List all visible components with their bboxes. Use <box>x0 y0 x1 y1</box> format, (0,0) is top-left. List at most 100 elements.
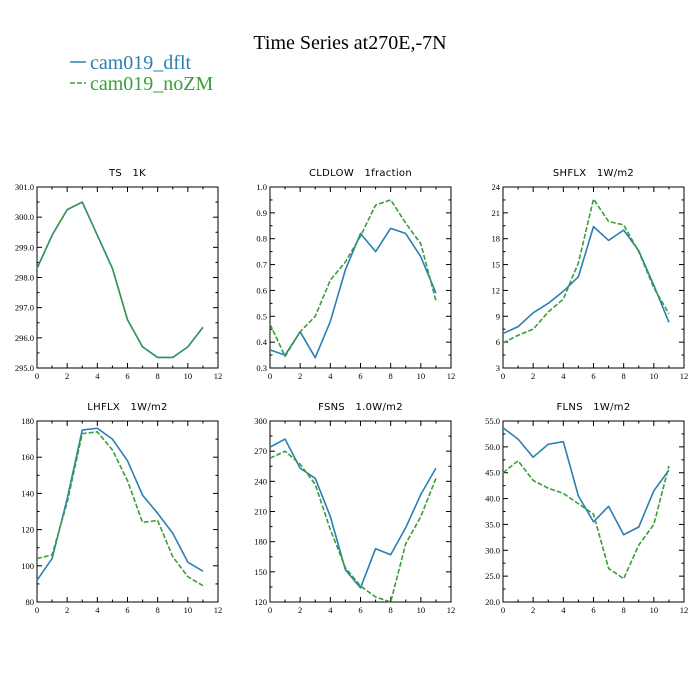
y-tick-label: 0.5 <box>256 311 267 321</box>
y-tick-label: 300 <box>254 416 267 426</box>
series-line-lhflx-cam019_noZM <box>36 431 204 587</box>
x-tick-label: 8 <box>156 371 160 381</box>
y-tick-label: 9 <box>496 311 500 321</box>
x-tick-label: 2 <box>298 605 302 615</box>
x-tick-label: 12 <box>447 371 456 381</box>
y-tick-label: 50.0 <box>485 442 500 452</box>
y-tick-label: 45.0 <box>485 468 500 478</box>
x-tick-label: 12 <box>214 371 223 381</box>
x-axis-lhflx: 0 2 4 6 8 10 12 <box>35 421 222 615</box>
y-tick-label: 12 <box>492 285 501 295</box>
x-axis-ts: 0 2 4 6 8 10 12 <box>35 187 222 381</box>
x-tick-label: 6 <box>591 605 595 615</box>
y-axis-lhflx: 80 100 120 140 160 180 <box>21 416 218 607</box>
x-tick-label: 8 <box>389 605 393 615</box>
y-tick-label: 301.0 <box>15 182 34 192</box>
y-tick-label: 40.0 <box>485 494 500 504</box>
figure-title: Time Series at270E,-7N <box>253 32 446 54</box>
x-tick-label: 8 <box>622 371 626 381</box>
x-tick-label: 12 <box>680 605 689 615</box>
y-tick-label: 35.0 <box>485 519 500 529</box>
x-tick-label: 2 <box>65 605 69 615</box>
y-tick-label: 30.0 <box>485 545 500 555</box>
y-tick-label: 3 <box>496 363 500 373</box>
y-tick-label: 140 <box>21 488 34 498</box>
y-tick-label: 15 <box>492 260 501 270</box>
y-tick-label: 0.4 <box>256 337 267 347</box>
x-tick-label: 12 <box>214 605 223 615</box>
x-axis-fsns: 0 2 4 6 8 10 12 <box>268 421 455 615</box>
y-tick-label: 120 <box>21 525 34 535</box>
panel-ts: TS 1K 0 2 4 6 8 10 12 295.0 296.0 297.0 298.0 299.0 3… <box>15 168 222 381</box>
y-tick-label: 160 <box>21 452 34 462</box>
x-tick-label: 12 <box>447 605 456 615</box>
y-tick-label: 24 <box>492 182 501 192</box>
panel-title-lhflx: LHFLX 1W/m2 <box>87 402 167 413</box>
legend-label-dflt: cam019_dflt <box>90 52 192 74</box>
x-tick-label: 6 <box>591 371 595 381</box>
x-tick-label: 10 <box>650 605 659 615</box>
series-line-fsns-cam019_noZM <box>269 450 437 603</box>
x-tick-label: 6 <box>358 371 362 381</box>
x-tick-label: 2 <box>65 371 69 381</box>
y-tick-label: 240 <box>254 476 267 486</box>
x-tick-label: 8 <box>156 605 160 615</box>
x-tick-label: 2 <box>531 605 535 615</box>
y-tick-label: 6 <box>496 337 500 347</box>
x-tick-label: 10 <box>417 605 426 615</box>
y-axis-shflx: 3 6 9 12 15 18 21 24 <box>492 182 684 373</box>
series-line-flns-cam019_dflt <box>502 427 670 536</box>
y-tick-label: 210 <box>254 507 267 517</box>
x-tick-label: 6 <box>358 605 362 615</box>
y-tick-label: 150 <box>254 567 267 577</box>
y-tick-label: 21 <box>492 208 501 218</box>
series-line-fsns-cam019_dflt <box>269 438 437 589</box>
panel-lhflx: LHFLX 1W/m2 0 2 4 6 8 10 12 80 100 120 140 160 180 <box>21 402 222 615</box>
panel-title-ts: TS 1K <box>108 168 146 179</box>
x-tick-label: 12 <box>680 371 689 381</box>
x-tick-label: 4 <box>561 605 566 615</box>
x-tick-label: 0 <box>35 605 39 615</box>
panels-grid: TS 1K0 2 4 6 8 10 12295.0296.0297.0298.0299.03… <box>15 168 688 615</box>
series-line-flns-cam019_noZM <box>502 460 670 580</box>
panel-title-shflx: SHFLX 1W/m2 <box>553 168 634 179</box>
y-tick-label: 0.9 <box>256 208 267 218</box>
x-tick-label: 8 <box>389 371 393 381</box>
x-axis-flns: 0 2 4 6 8 10 12 <box>501 421 688 615</box>
panel-title-cldlow: CLDLOW 1fraction <box>309 168 412 179</box>
legend-label-nozm: cam019_noZM <box>90 73 214 95</box>
y-axis-fsns: 120 150 180 210 240 270 300 <box>254 416 451 607</box>
x-tick-label: 10 <box>184 605 193 615</box>
y-axis-ts: 295.0 296.0 297.0 298.0 299.0 300.0 301.0 <box>15 182 218 373</box>
x-tick-label: 0 <box>501 371 505 381</box>
y-tick-label: 296.0 <box>15 333 34 343</box>
x-tick-label: 6 <box>125 371 129 381</box>
y-tick-label: 270 <box>254 446 267 456</box>
y-tick-label: 295.0 <box>15 363 34 373</box>
x-axis-cldlow: 0 2 4 6 8 10 12 <box>268 187 455 381</box>
y-tick-label: 298.0 <box>15 273 34 283</box>
panel-cldlow: CLDLOW 1fraction 0 2 4 6 8 10 12 0.3 0.4 0.5 0.6 0.7… <box>256 168 455 381</box>
y-tick-label: 180 <box>254 537 267 547</box>
y-tick-label: 18 <box>492 234 501 244</box>
x-tick-label: 8 <box>622 605 626 615</box>
y-tick-label: 80 <box>26 597 35 607</box>
series-line-cldlow-cam019_noZM <box>269 199 437 358</box>
panel-fsns: FSNS 1.0W/m2 0 2 4 6 8 10 12 120 150 180 210 240 270 3… <box>254 402 455 615</box>
x-tick-label: 10 <box>184 371 193 381</box>
x-axis-shflx: 0 2 4 6 8 10 12 <box>501 187 688 381</box>
x-tick-label: 2 <box>298 371 302 381</box>
y-tick-label: 299.0 <box>15 242 34 252</box>
x-tick-label: 6 <box>125 605 129 615</box>
y-tick-label: 120 <box>254 597 267 607</box>
series-line-shflx-cam019_noZM <box>502 198 670 344</box>
x-tick-label: 0 <box>501 605 505 615</box>
panel-title-flns: FLNS 1W/m2 <box>556 402 630 413</box>
legend: cam019_dflt cam019_noZM <box>70 52 214 95</box>
y-tick-label: 1.0 <box>256 182 267 192</box>
x-tick-label: 10 <box>417 371 426 381</box>
y-tick-label: 0.7 <box>256 260 267 270</box>
panel-flns: FLNS 1W/m2 0 2 4 6 8 10 12 20.0 25.0 30.0 35.0 40.0 4… <box>485 402 688 615</box>
